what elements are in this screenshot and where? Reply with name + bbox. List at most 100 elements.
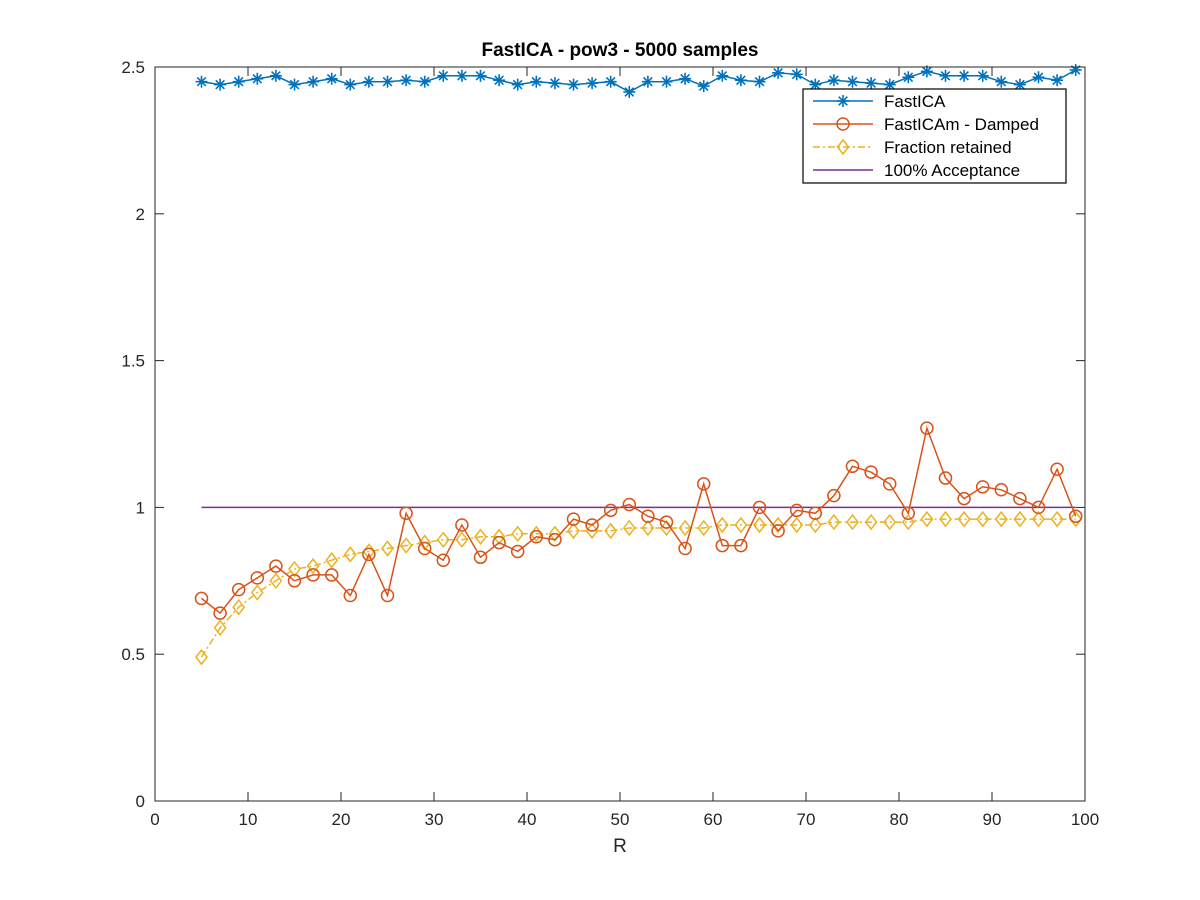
data-point-fraction-retained [250, 584, 264, 601]
data-point-fastica [288, 78, 301, 91]
data-point-fraction-retained [436, 531, 450, 548]
x-tick-label: 0 [150, 810, 159, 829]
data-point-fastica [474, 69, 487, 82]
data-point-fraction-retained [883, 513, 897, 531]
data-point-fastica [400, 74, 413, 87]
data-point-fastica [809, 78, 822, 91]
data-point-fastica [1032, 71, 1045, 84]
data-point-fasticam-damped [659, 515, 674, 529]
y-tick-label: 1 [136, 498, 145, 517]
x-tick-label: 90 [983, 810, 1002, 829]
data-point-fraction-retained [1050, 510, 1064, 528]
x-tick-label: 40 [518, 810, 537, 829]
data-point-fastica [939, 69, 952, 82]
data-point-fraction-retained [585, 522, 599, 540]
data-point-fasticam-damped [1031, 500, 1046, 515]
data-point-fastica [623, 85, 636, 98]
x-tick-label: 80 [890, 810, 909, 829]
legend-marker-fastica [837, 95, 849, 107]
data-point-fraction-retained [734, 516, 748, 534]
data-point-fastica [586, 77, 599, 90]
legend-entry-100-acceptance: 100% Acceptance [813, 161, 1020, 180]
data-point-fastica [865, 77, 878, 90]
data-point-fastica [381, 75, 394, 88]
data-point-fastica [307, 75, 320, 88]
legend-label-fastica: FastICA [884, 92, 946, 111]
data-point-fasticam-damped [529, 530, 544, 544]
x-axis-label: R [613, 836, 627, 857]
data-point-fastica [753, 75, 766, 88]
data-point-fasticam-damped [213, 606, 227, 620]
data-point-fraction-retained [1069, 510, 1083, 528]
data-point-fraction-retained [808, 516, 822, 534]
data-point-fraction-retained [213, 619, 227, 636]
data-point-fastica [344, 78, 357, 91]
data-point-fraction-retained [1013, 510, 1027, 528]
legend-marker-fasticam-damped [836, 117, 850, 131]
data-point-fastica [195, 75, 208, 88]
data-point-fraction-retained [381, 540, 394, 557]
legend-label-fasticam-damped: FastICAm - Damped [884, 115, 1039, 134]
legend: FastICA FastICAm - Damped Fraction retaine… [802, 88, 1067, 184]
data-point-fasticam-damped [622, 497, 637, 512]
data-point-fastica [548, 77, 561, 90]
data-point-fasticam-damped [380, 588, 395, 603]
data-point-fastica [437, 69, 450, 82]
legend-entry-fraction-retained: Fraction retained [813, 138, 1012, 157]
data-point-fastica [567, 78, 580, 91]
legend-entry-fastica: FastICA [813, 92, 946, 111]
data-point-fastica [641, 75, 654, 88]
data-point-fastica [734, 74, 747, 87]
x-tick-label: 100 [1071, 810, 1099, 829]
data-point-fastica [827, 74, 840, 87]
legend-marker-fraction-retained [836, 138, 850, 156]
data-point-fastica [511, 78, 524, 91]
y-tick-label: 0.5 [121, 645, 145, 664]
data-point-fraction-retained [920, 510, 934, 528]
data-point-fraction-retained [269, 572, 283, 590]
data-point-fasticam-damped [1050, 462, 1064, 476]
data-point-fasticam-damped [324, 568, 339, 582]
data-point-fraction-retained [325, 552, 339, 569]
data-point-fraction-retained [492, 528, 506, 545]
data-point-fasticam-damped [231, 582, 246, 597]
data-point-fraction-retained [288, 560, 301, 578]
data-point-fraction-retained [399, 537, 413, 554]
data-point-fasticam-damped [585, 518, 599, 532]
x-tick-label: 30 [425, 810, 444, 829]
data-point-fraction-retained [753, 516, 766, 534]
data-point-fraction-retained [827, 513, 841, 531]
data-point-fasticam-damped [510, 544, 525, 559]
data-point-fastica [660, 75, 673, 88]
data-point-fraction-retained [232, 599, 246, 616]
data-point-fasticam-damped [696, 477, 711, 491]
data-point-fasticam-damped [957, 491, 971, 506]
data-point-fraction-retained [195, 648, 208, 666]
data-point-fasticam-damped [920, 421, 934, 435]
data-point-fasticam-damped [752, 500, 767, 515]
data-point-fasticam-damped [994, 483, 1009, 497]
data-point-fasticam-damped [548, 532, 562, 547]
axes-layer: 0 10 20 30 40 50 60 70 80 90 100 0 0.5 1 1.5 2 2.5 [121, 58, 1099, 829]
data-point-fastica [995, 75, 1008, 88]
x-tick-label: 60 [704, 810, 723, 829]
data-point-fastica [790, 68, 803, 81]
data-point-fastica [1051, 74, 1064, 87]
data-point-fasticam-damped [287, 574, 302, 588]
data-point-fastica [325, 72, 338, 85]
data-point-fraction-retained [306, 557, 320, 575]
data-point-fasticam-damped [455, 518, 469, 532]
x-tick-label: 50 [611, 810, 630, 829]
data-point-fastica [362, 75, 375, 88]
data-point-fastica [958, 69, 971, 82]
data-point-fasticam-damped [808, 506, 823, 521]
data-point-fasticam-damped [975, 480, 990, 494]
data-point-fasticam-damped [864, 465, 878, 479]
legend-entry-fasticam-damped: FastICAm - Damped [813, 115, 1039, 134]
data-point-fraction-retained [511, 525, 525, 543]
data-point-fraction-retained [976, 510, 990, 528]
data-point-fastica [883, 78, 896, 91]
data-point-fraction-retained [641, 519, 655, 537]
data-point-fastica [493, 74, 506, 87]
